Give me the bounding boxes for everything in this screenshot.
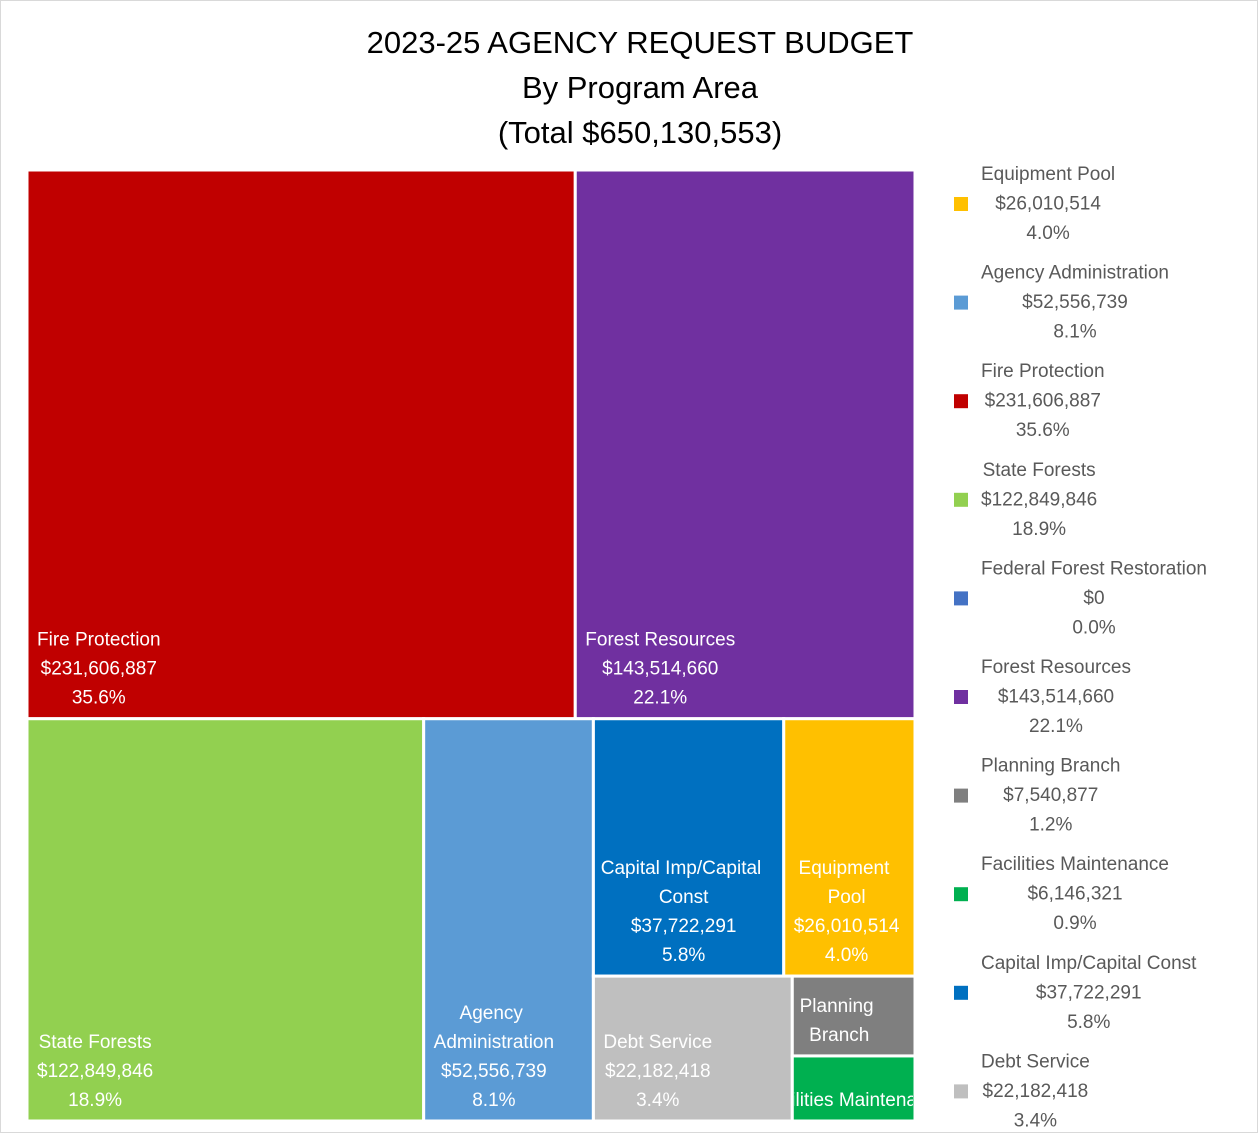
tile-value: $52,556,739 xyxy=(441,1061,547,1082)
legend-swatch xyxy=(954,295,968,310)
legend-label: Forest Resources xyxy=(981,657,1131,678)
legend-swatch xyxy=(954,887,968,902)
legend-percent: 3.4% xyxy=(1014,1110,1057,1131)
treemap-tile xyxy=(25,717,426,1123)
legend-label: Agency Administration xyxy=(981,263,1169,284)
tile-value: $37,722,291 xyxy=(631,916,737,937)
legend-label: Planning Branch xyxy=(981,756,1120,777)
legend-swatch xyxy=(954,1084,968,1099)
legend-percent: 8.1% xyxy=(1053,322,1096,343)
legend-label: Fire Protection xyxy=(981,361,1105,382)
tile-value: 5.8% xyxy=(662,945,705,966)
tile-value: $231,606,887 xyxy=(41,659,157,680)
legend-value: $6,146,321 xyxy=(1027,884,1122,905)
tile-name: Forest Resources xyxy=(585,630,735,651)
tile-value: $122,849,846 xyxy=(37,1061,153,1082)
chart-subtitle: By Program Area xyxy=(522,70,759,105)
tile-name: Equipment Pool xyxy=(799,858,895,908)
tile-label: Agency Administration $52,556,739 8.1% xyxy=(434,1003,554,1111)
treemap-tile xyxy=(573,168,917,721)
legend-swatch xyxy=(954,197,968,211)
tile-label: Debt Service $22,182,418 3.4% xyxy=(603,1032,712,1111)
tile-name: Capital Imp/Capital Const xyxy=(601,858,767,908)
legend-value: $37,722,291 xyxy=(1036,982,1142,1003)
tile-value: 8.1% xyxy=(472,1090,515,1111)
legend-label: Facilities Maintenance xyxy=(981,854,1169,875)
treemap-tile xyxy=(790,1054,917,1123)
tile-name: Fire Protection xyxy=(37,630,161,651)
legend-value: $143,514,660 xyxy=(998,687,1114,708)
legend-value: $231,606,887 xyxy=(985,391,1101,412)
tile-value: 3.4% xyxy=(636,1090,679,1111)
legend-swatch xyxy=(954,394,968,409)
legend-percent: 0.0% xyxy=(1072,617,1115,638)
legend-value: $0 xyxy=(1083,588,1104,609)
legend-percent: 4.0% xyxy=(1026,223,1069,244)
tile-name: State Forests xyxy=(39,1032,152,1053)
tile-name: Planning Branch xyxy=(800,996,879,1046)
chart-title: 2023-25 AGENCY REQUEST BUDGET xyxy=(367,25,914,60)
legend-percent: 5.8% xyxy=(1067,1012,1110,1033)
tile-label: Forest Resources $143,514,660 22.1% xyxy=(585,630,735,709)
legend-percent: 1.2% xyxy=(1029,815,1072,836)
legend-percent: 18.9% xyxy=(1012,519,1066,540)
tile-label: Equipment Pool $26,010,514 4.0% xyxy=(794,858,900,966)
legend-swatch xyxy=(954,788,968,803)
legend-label: State Forests xyxy=(983,460,1096,481)
legend-swatch xyxy=(954,985,968,1000)
treemap-tile xyxy=(25,168,577,721)
tile-label: Planning Branch xyxy=(800,996,879,1046)
legend-percent: 35.6% xyxy=(1016,420,1070,441)
tile-value: 35.6% xyxy=(72,688,126,709)
legend-swatch xyxy=(954,492,968,507)
legend-percent: 22.1% xyxy=(1029,716,1083,737)
tile-value: $22,182,418 xyxy=(605,1061,711,1082)
treemap-tile xyxy=(591,717,786,978)
chart-note: (Total $650,130,553) xyxy=(498,115,782,150)
tile-value: $143,514,660 xyxy=(602,659,718,680)
tile-value: 4.0% xyxy=(825,945,868,966)
legend-label: Equipment Pool xyxy=(981,164,1115,185)
tile-label: Fire Protection $231,606,887 35.6% xyxy=(37,630,161,709)
legend-label: Capital Imp/Capital Const xyxy=(981,953,1197,974)
legend-value: $22,182,418 xyxy=(983,1081,1089,1102)
legend-percent: 0.9% xyxy=(1053,913,1096,934)
tile-value: 22.1% xyxy=(633,688,687,709)
tile-label: Facilities Maintenance xyxy=(760,1090,948,1111)
treemap-tile xyxy=(782,717,917,978)
tile-name: Debt Service xyxy=(603,1032,712,1053)
legend-swatch xyxy=(954,591,968,606)
treemap-tile xyxy=(422,717,595,1123)
tile-label: Capital Imp/Capital Const $37,722,291 5.8% xyxy=(601,858,767,966)
tile-name: Facilities Maintenance xyxy=(760,1090,948,1111)
legend-label: Federal Forest Restoration xyxy=(981,558,1207,579)
tile-value: $26,010,514 xyxy=(794,916,900,937)
legend-value: $26,010,514 xyxy=(995,194,1101,215)
legend-label: Debt Service xyxy=(981,1051,1090,1072)
legend-value: $52,556,739 xyxy=(1022,292,1128,313)
legend-value: $7,540,877 xyxy=(1003,785,1098,806)
tile-name: Agency Administration xyxy=(434,1003,554,1053)
tile-value: 18.9% xyxy=(68,1090,122,1111)
tile-label: State Forests $122,849,846 18.9% xyxy=(37,1032,153,1111)
legend-swatch xyxy=(954,690,968,704)
legend-value: $122,849,846 xyxy=(981,489,1097,510)
